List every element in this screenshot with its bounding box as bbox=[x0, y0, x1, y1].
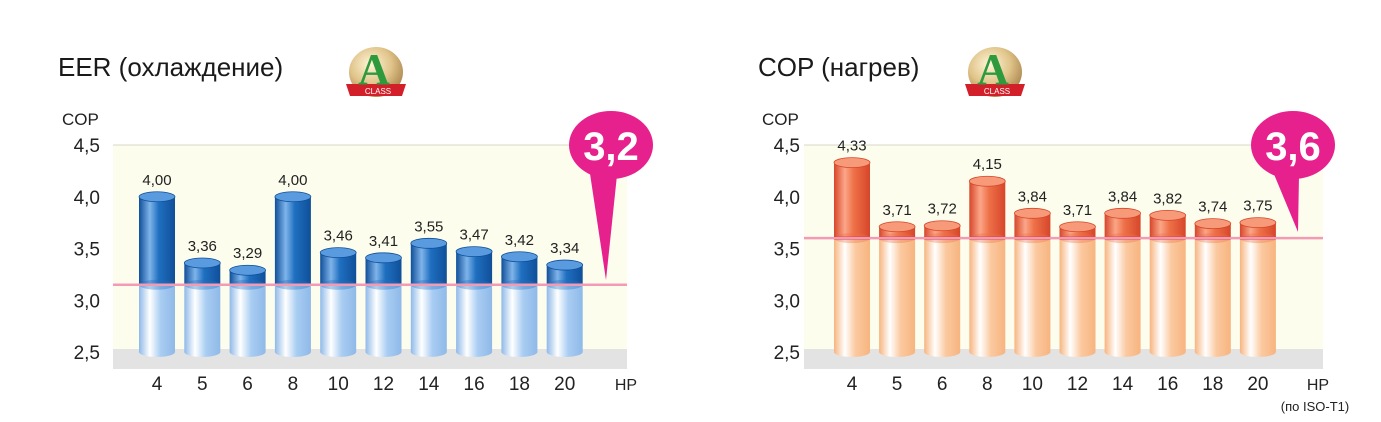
bar-12 bbox=[365, 252, 402, 357]
value-label: 3,46 bbox=[324, 228, 353, 245]
bar-14 bbox=[410, 237, 448, 357]
badge-ribbon-text: CLASS bbox=[365, 87, 391, 96]
y-tick-label: 4,0 bbox=[774, 188, 800, 209]
value-label: 3,74 bbox=[1198, 199, 1227, 216]
value-label: 4,00 bbox=[278, 172, 307, 189]
y-tick-label: 4,5 bbox=[774, 136, 800, 157]
bar-12 bbox=[1059, 221, 1096, 357]
value-label: 3,42 bbox=[505, 232, 534, 249]
value-label: 3,84 bbox=[1108, 188, 1137, 205]
x-tick-label: 5 bbox=[892, 374, 903, 395]
bar-6 bbox=[923, 220, 961, 357]
chart-title: COP (нагрев) bbox=[758, 52, 920, 82]
bar-16 bbox=[1149, 209, 1187, 357]
x-tick-label: 16 bbox=[464, 374, 485, 395]
x-axis-note: (по ISO-T1) bbox=[1281, 399, 1349, 414]
bar-18 bbox=[1194, 218, 1232, 357]
x-tick-label: 12 bbox=[373, 374, 394, 395]
value-label: 3,82 bbox=[1153, 190, 1182, 207]
cop-heating-panel: 2,5 3,0 3,5 4,0 4,5 4,33 4 3,71 5 3,72 6 4,15 8 3,84 1… bbox=[691, 0, 1381, 422]
x-tick-label: 14 bbox=[418, 374, 440, 395]
x-tick-label: 6 bbox=[242, 374, 253, 395]
x-tick-label: 10 bbox=[328, 374, 349, 395]
x-tick-label: 18 bbox=[509, 374, 530, 395]
badge-letter: A bbox=[977, 45, 1009, 94]
x-tick-label: 12 bbox=[1067, 374, 1088, 395]
bar-20 bbox=[1239, 217, 1277, 357]
y-tick-label: 3,5 bbox=[774, 240, 800, 261]
bar-14 bbox=[1104, 207, 1142, 357]
bar-5 bbox=[183, 257, 221, 357]
bar-6 bbox=[229, 264, 267, 357]
x-axis-label: HP bbox=[615, 377, 637, 394]
x-tick-label: 4 bbox=[847, 374, 858, 395]
value-label: 3,55 bbox=[414, 218, 443, 235]
value-label: 3,75 bbox=[1243, 198, 1272, 215]
value-label: 3,34 bbox=[550, 240, 579, 257]
y-tick-label: 4,0 bbox=[74, 188, 100, 209]
cop-chart-svg: 2,5 3,0 3,5 4,0 4,5 4,33 4 3,71 5 3,72 6 4,15 8 3,84 1… bbox=[774, 45, 1350, 414]
y-tick-label: 4,5 bbox=[74, 136, 100, 157]
value-label: 3,29 bbox=[233, 245, 262, 262]
x-tick-label: 5 bbox=[197, 374, 208, 395]
eer-chart-svg: 2,5 3,0 3,5 4,0 4,5 4,00 4 3,36 5 3,29 6 4,00 8 3,46 1… bbox=[74, 45, 653, 395]
x-tick-label: 18 bbox=[1202, 374, 1223, 395]
x-tick-label: 8 bbox=[982, 374, 993, 395]
y-axis-label: COP bbox=[62, 110, 99, 129]
value-label: 3,72 bbox=[928, 201, 957, 218]
value-label: 3,41 bbox=[369, 233, 398, 250]
x-tick-label: 10 bbox=[1022, 374, 1043, 395]
value-label: 3,71 bbox=[1063, 202, 1092, 219]
y-axis-label: COP bbox=[762, 110, 799, 129]
callout-bubble bbox=[569, 111, 653, 280]
callout-value: 3,2 bbox=[583, 125, 639, 169]
value-label: 4,15 bbox=[973, 156, 1002, 173]
x-tick-label: 6 bbox=[937, 374, 948, 395]
badge-ribbon-text: CLASS bbox=[984, 87, 1010, 96]
y-tick-label: 3,5 bbox=[74, 240, 100, 261]
bar-20 bbox=[546, 259, 584, 357]
y-tick-label: 3,0 bbox=[774, 291, 800, 312]
value-label: 4,33 bbox=[837, 138, 866, 155]
badge-letter: A bbox=[358, 45, 390, 94]
x-tick-label: 8 bbox=[288, 374, 299, 395]
chart-title: EER (охлаждение) bbox=[58, 52, 284, 82]
bar-4 bbox=[833, 157, 871, 357]
callout-bubble bbox=[1251, 111, 1335, 232]
y-tick-label: 3,0 bbox=[74, 291, 100, 312]
bar-4 bbox=[138, 191, 176, 357]
y-tick-label: 2,5 bbox=[74, 343, 100, 364]
x-tick-label: 20 bbox=[1247, 374, 1268, 395]
x-axis-label: HP bbox=[1307, 377, 1329, 394]
bar-10 bbox=[1013, 207, 1051, 357]
callout-value: 3,6 bbox=[1265, 125, 1321, 169]
eer-cooling-panel: 2,5 3,0 3,5 4,0 4,5 4,00 4 3,36 5 3,29 6 4,00 8 3,46 1… bbox=[0, 0, 690, 422]
value-label: 3,36 bbox=[188, 238, 217, 255]
bar-10 bbox=[319, 247, 357, 357]
value-label: 4,00 bbox=[142, 172, 171, 189]
value-label: 3,47 bbox=[459, 227, 488, 244]
bar-8 bbox=[274, 191, 312, 357]
x-tick-label: 14 bbox=[1112, 374, 1134, 395]
x-tick-label: 20 bbox=[554, 374, 575, 395]
x-tick-label: 16 bbox=[1157, 374, 1178, 395]
bar-18 bbox=[501, 251, 538, 357]
value-label: 3,71 bbox=[882, 202, 911, 219]
y-tick-label: 2,5 bbox=[774, 343, 800, 364]
bar-8 bbox=[968, 175, 1006, 357]
bar-5 bbox=[878, 221, 916, 357]
bar-16 bbox=[455, 246, 493, 357]
x-tick-label: 4 bbox=[152, 374, 163, 395]
value-label: 3,84 bbox=[1018, 188, 1047, 205]
